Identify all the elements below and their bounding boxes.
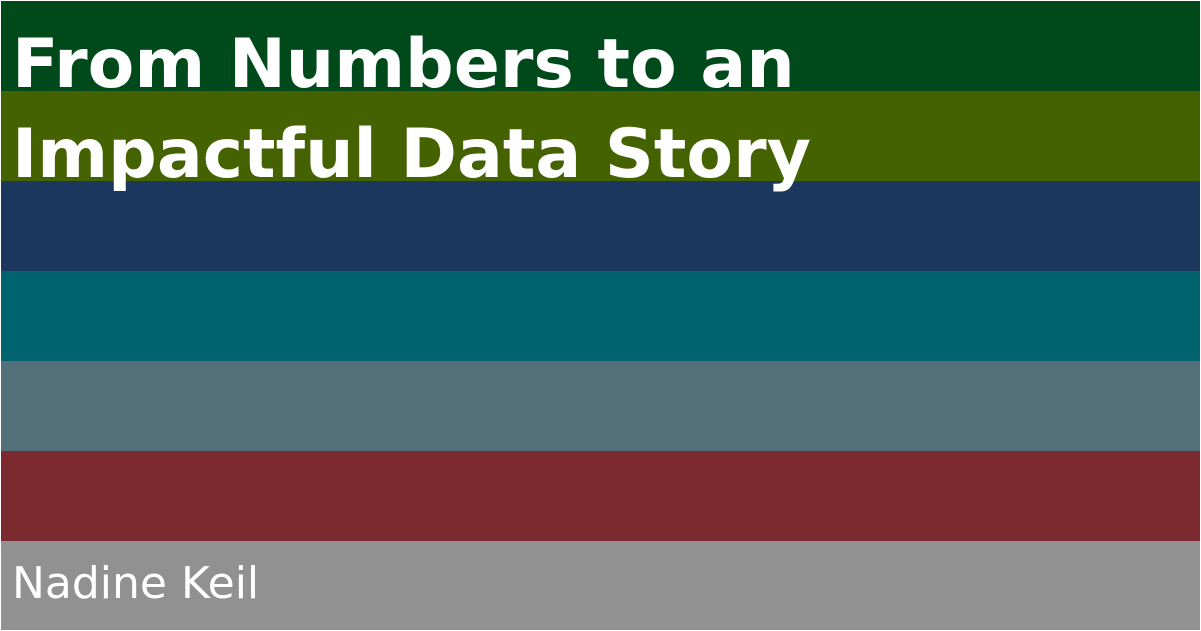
title-line-1: From Numbers to an: [12, 25, 795, 104]
stripe-teal: [1, 271, 1200, 361]
stripe-dark-green: [1, 1, 1200, 91]
stripe-gray: [1, 541, 1200, 630]
stripe-dark-red: [1, 451, 1200, 541]
stripe-navy-blue: [1, 181, 1200, 271]
stripe-slate-gray: [1, 361, 1200, 451]
page-title: From Numbers to an Impactful Data Story: [12, 20, 811, 200]
author-name: Nadine Keil: [12, 558, 260, 609]
title-line-2: Impactful Data Story: [12, 115, 811, 194]
stripe-olive-green: [1, 91, 1200, 181]
